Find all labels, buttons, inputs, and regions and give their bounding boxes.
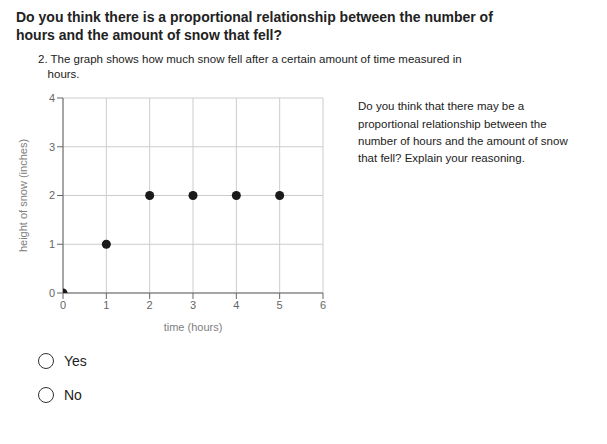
html-text:Do you think there is a propor: Do you think there is a proportional rel… [16, 9, 493, 44]
svg-text:1: 1 [49, 238, 55, 250]
svg-text:2: 2 [49, 190, 55, 202]
svg-text:6: 6 [320, 299, 326, 311]
svg-text:3: 3 [49, 141, 55, 153]
svg-text:3: 3 [190, 299, 196, 311]
svg-text:4: 4 [233, 299, 239, 311]
html-text:2. The graph shows how much sn: 2. The graph shows how much snow fell af… [38, 53, 462, 81]
svg-text:0: 0 [49, 287, 55, 299]
svg-text:4: 4 [49, 92, 55, 104]
svg-text:5: 5 [277, 299, 283, 311]
html-text:No: No [64, 387, 82, 404]
svg-text:height of snow (inches): height of snow (inches) [17, 139, 29, 252]
svg-text:1: 1 [103, 299, 109, 311]
html-text:Yes: Yes [64, 353, 87, 370]
html-text:Do you think that there may be: Do you think that there may be a proport… [358, 100, 568, 164]
svg-text:2: 2 [147, 299, 153, 311]
svg-text:time (hours): time (hours) [164, 321, 223, 333]
svg-text:0: 0 [60, 299, 66, 311]
